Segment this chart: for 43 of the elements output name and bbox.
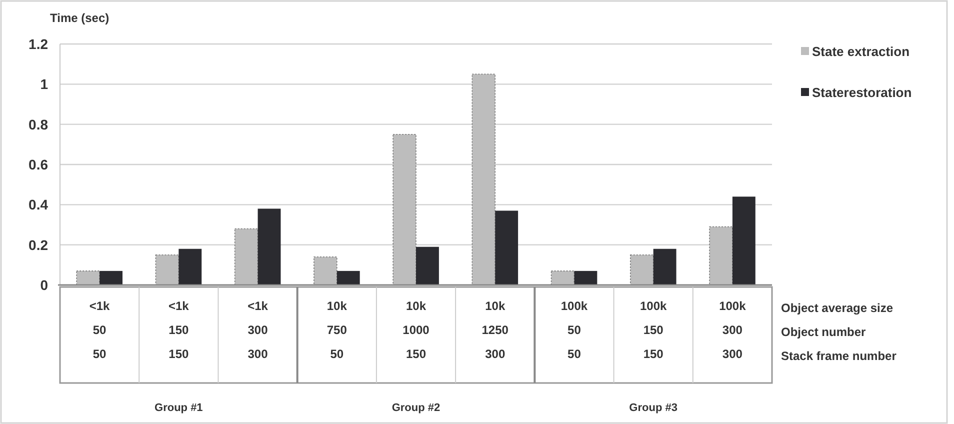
text: Group #3 bbox=[629, 402, 678, 414]
text: Object average size bbox=[781, 301, 894, 315]
y-tick-label: 1.2 bbox=[28, 36, 48, 52]
legend-label: Staterestoration bbox=[812, 85, 912, 100]
bar bbox=[472, 74, 496, 286]
legend-label: State extraction bbox=[812, 44, 910, 59]
y-tick-label: 0.8 bbox=[28, 116, 48, 132]
x-tick-label: 100k 150 150 bbox=[640, 299, 668, 361]
x-tick-label: 10k 1000 150 bbox=[402, 299, 430, 361]
text: Group #1 bbox=[154, 402, 203, 414]
bar bbox=[100, 270, 122, 285]
y-tick-label: 0.6 bbox=[28, 156, 48, 172]
bar bbox=[234, 228, 258, 286]
x-tick-label: 100k 300 300 bbox=[719, 299, 746, 361]
bar bbox=[76, 270, 100, 286]
bar bbox=[258, 208, 281, 285]
bar bbox=[178, 248, 202, 285]
bar bbox=[574, 270, 598, 285]
y-tick-label: 1 bbox=[40, 76, 48, 92]
bar bbox=[550, 270, 575, 286]
bar bbox=[732, 196, 756, 285]
bar bbox=[709, 226, 733, 286]
bar bbox=[314, 256, 338, 286]
y-tick-label: 0 bbox=[40, 277, 48, 293]
bar bbox=[155, 254, 180, 286]
x-tick-label: <1k 150 150 bbox=[168, 299, 190, 361]
y-axis-title: Time (sec) bbox=[50, 11, 110, 25]
y-tick-label: 0.4 bbox=[28, 196, 48, 213]
bar bbox=[630, 254, 654, 286]
bar bbox=[416, 246, 439, 285]
text: Stack frame number bbox=[781, 349, 897, 363]
x-tick-label: 100k 50 50 bbox=[560, 299, 588, 361]
x-tick-label: 10k 750 50 bbox=[326, 299, 348, 361]
x-tick-label: 10k 1250 300 bbox=[482, 299, 509, 361]
bar bbox=[392, 134, 416, 286]
text: Object number bbox=[781, 325, 866, 339]
text: Group #2 bbox=[392, 402, 440, 414]
bar bbox=[495, 210, 518, 285]
x-tick-label: <1k 300 300 bbox=[248, 299, 268, 361]
x-tick-label: <1k 50 50 bbox=[89, 299, 110, 361]
y-tick-label: 0.2 bbox=[28, 236, 48, 253]
bar bbox=[336, 270, 360, 285]
bar bbox=[653, 248, 676, 285]
